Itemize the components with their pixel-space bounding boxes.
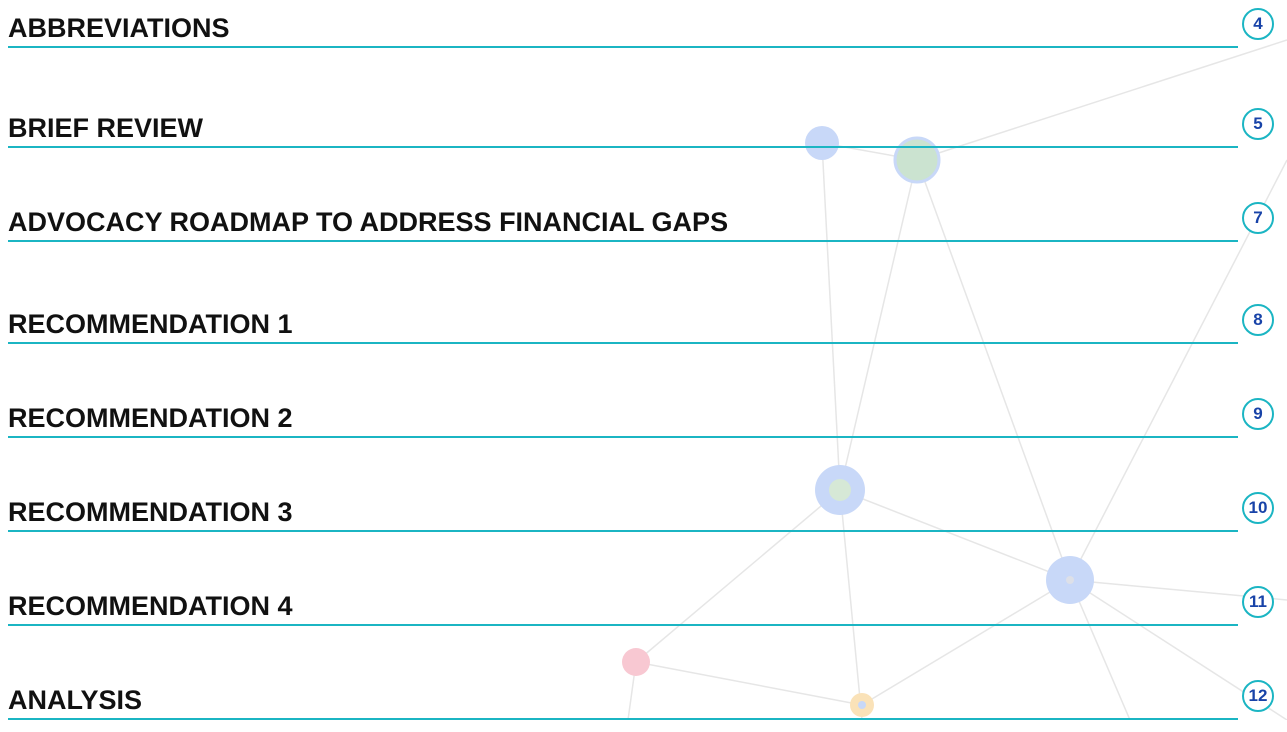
entry-underline: [8, 240, 1238, 242]
page-number: 4: [1242, 8, 1274, 40]
page-number: 8: [1242, 304, 1274, 336]
entry-title: ANALYSIS: [8, 685, 143, 715]
entry-underline: [8, 46, 1238, 48]
entry-title: ABBREVIATIONS: [8, 13, 230, 43]
page-number: 5: [1242, 108, 1274, 140]
entry-title: BRIEF REVIEW: [8, 113, 204, 143]
page-number: 11: [1242, 586, 1274, 618]
entry-underline: [8, 146, 1238, 148]
page-number: 12: [1242, 680, 1274, 712]
toc-entry: RECOMMENDATION 2 9: [8, 390, 1280, 450]
toc-entry: BRIEF REVIEW 5: [8, 100, 1280, 160]
toc-entry: RECOMMENDATION 3 10: [8, 484, 1280, 544]
entry-underline: [8, 342, 1238, 344]
page-number: 10: [1242, 492, 1274, 524]
entry-underline: [8, 624, 1238, 626]
toc-entry: RECOMMENDATION 4 11: [8, 578, 1280, 638]
entry-underline: [8, 718, 1238, 720]
entry-title: RECOMMENDATION 1: [8, 309, 293, 339]
toc-entry: ANALYSIS 12: [8, 672, 1280, 732]
entry-title: RECOMMENDATION 4: [8, 591, 293, 621]
page-number: 7: [1242, 202, 1274, 234]
toc-entry: RECOMMENDATION 1 8: [8, 296, 1280, 356]
entry-title: RECOMMENDATION 3: [8, 497, 293, 527]
page-number: 9: [1242, 398, 1274, 430]
entry-underline: [8, 436, 1238, 438]
entry-underline: [8, 530, 1238, 532]
toc-entry: ADVOCACY ROADMAP TO ADDRESS FINANCIAL GA…: [8, 194, 1280, 254]
toc-entry: ABBREVIATIONS 4: [8, 0, 1280, 60]
entry-title: RECOMMENDATION 2: [8, 403, 293, 433]
entry-title: ADVOCACY ROADMAP TO ADDRESS FINANCIAL GA…: [8, 207, 729, 237]
